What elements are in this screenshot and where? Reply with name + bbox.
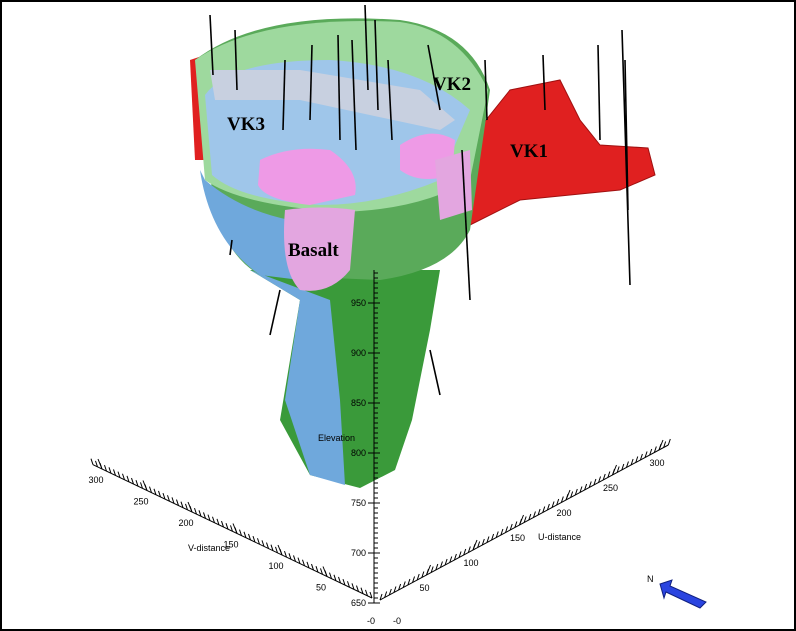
tick-label: 50 bbox=[419, 583, 429, 593]
tick-label: 750 bbox=[351, 498, 366, 508]
tick-label: 150 bbox=[223, 540, 238, 550]
tick-label: 650 bbox=[351, 598, 366, 608]
tick-label: 250 bbox=[133, 497, 148, 507]
tick-label: 700 bbox=[351, 548, 366, 558]
tick-label: 100 bbox=[463, 558, 478, 568]
origin-label: -0 bbox=[367, 616, 375, 626]
tick-label: 850 bbox=[351, 398, 366, 408]
north-label: N bbox=[647, 574, 654, 584]
zone-label: VK2 bbox=[433, 74, 471, 95]
axis-title: U-distance bbox=[538, 532, 581, 542]
basalt-blob bbox=[435, 150, 472, 220]
zone-label: VK1 bbox=[510, 141, 548, 162]
tick-label: 300 bbox=[649, 458, 664, 468]
tick-label: 200 bbox=[178, 518, 193, 528]
zone-label: Basalt bbox=[288, 240, 339, 261]
tick-label: 200 bbox=[556, 508, 571, 518]
tick-label: 250 bbox=[603, 483, 618, 493]
zone-label: VK3 bbox=[227, 114, 265, 135]
tick-label: 50 bbox=[316, 583, 326, 593]
tick-label: 100 bbox=[268, 561, 283, 571]
axis-title: Elevation bbox=[318, 433, 355, 443]
scene: VK3 VK2 VK1 Basalt Elevation U-distance … bbox=[0, 0, 796, 631]
tick-label: 300 bbox=[88, 475, 103, 485]
origin-label: -0 bbox=[393, 616, 401, 626]
tick-label: 150 bbox=[510, 533, 525, 543]
tick-label: 950 bbox=[351, 298, 366, 308]
tick-label: 900 bbox=[351, 348, 366, 358]
tick-label: 800 bbox=[351, 448, 366, 458]
